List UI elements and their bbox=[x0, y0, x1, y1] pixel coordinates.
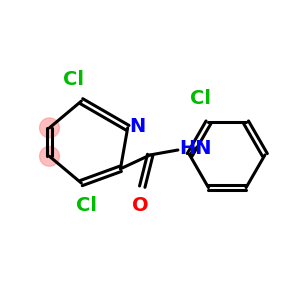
Text: N: N bbox=[130, 117, 146, 136]
Text: O: O bbox=[132, 196, 148, 214]
Text: Cl: Cl bbox=[190, 89, 211, 109]
Text: Cl: Cl bbox=[76, 196, 97, 215]
Text: HN: HN bbox=[179, 139, 211, 158]
Circle shape bbox=[40, 118, 59, 138]
Text: Cl: Cl bbox=[63, 70, 84, 89]
Circle shape bbox=[40, 146, 59, 166]
